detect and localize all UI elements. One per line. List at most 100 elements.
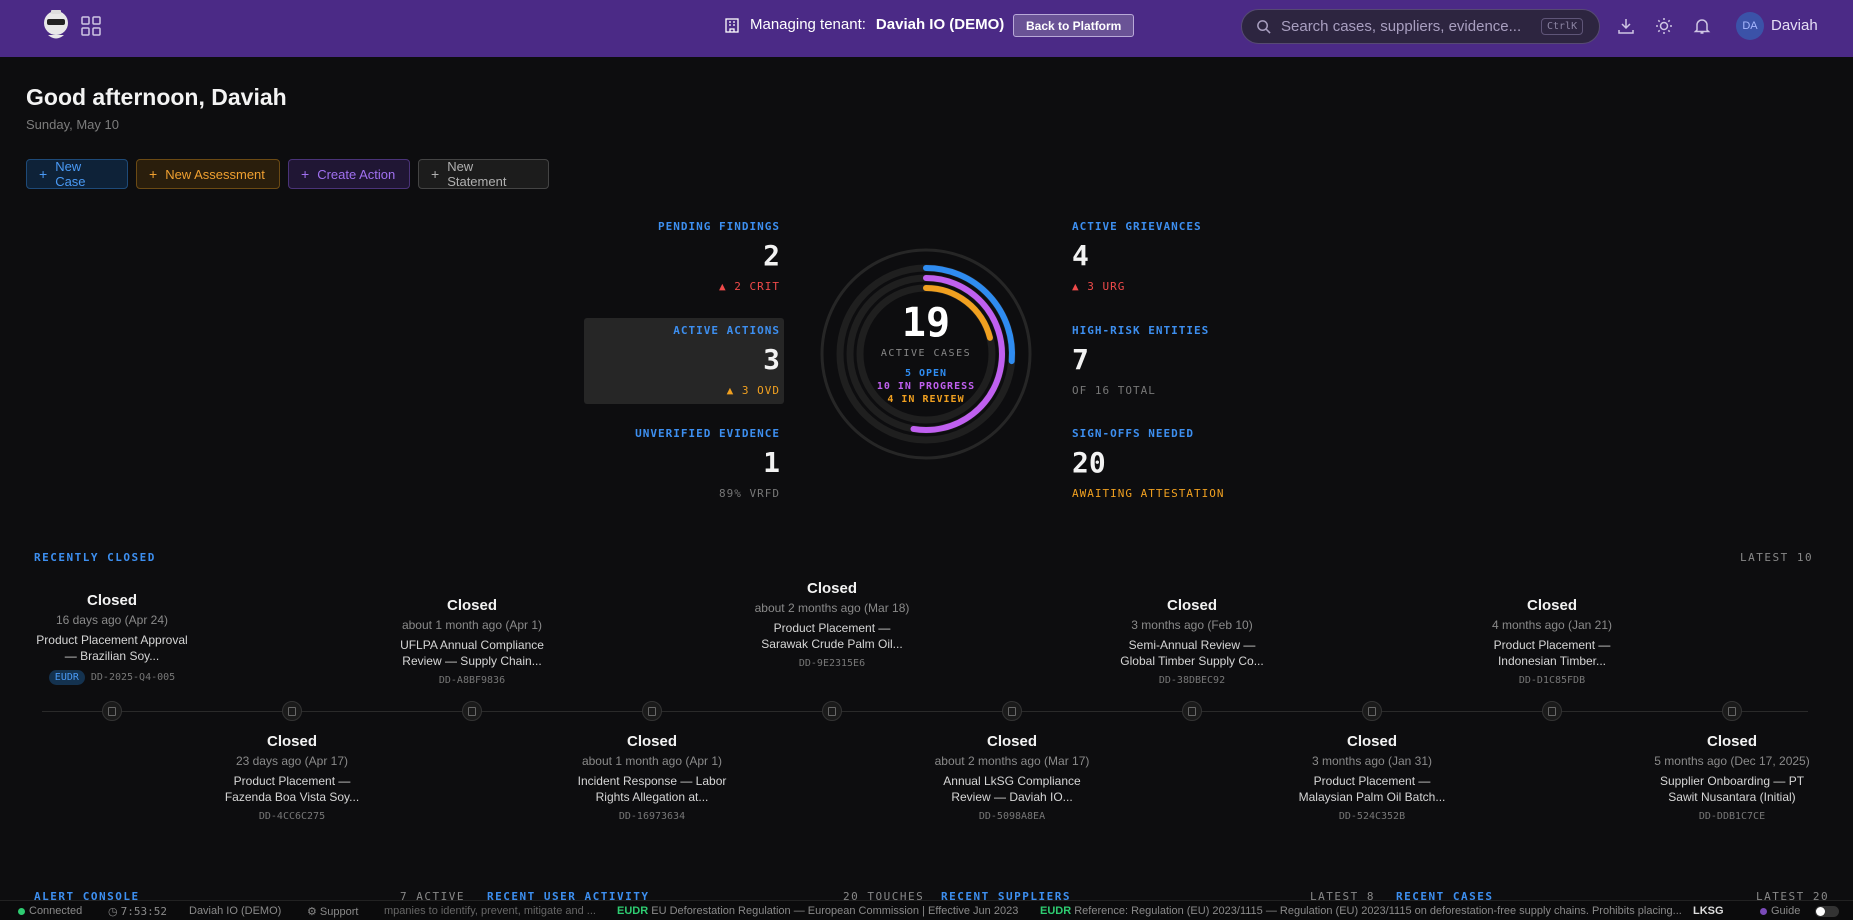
guide-switch[interactable] — [1815, 906, 1839, 917]
timeline-document-icon[interactable] — [1182, 701, 1202, 721]
new-assessment-button[interactable]: + New Assessment — [136, 159, 280, 189]
case-status: Closed — [1706, 733, 1757, 750]
recent-suppliers-title: RECENT SUPPLIERS — [941, 890, 1071, 903]
support-link[interactable]: ⚙ Support — [307, 906, 359, 918]
case-closed-ago: about 1 month ago (Apr 1) — [401, 618, 543, 632]
pending-findings-stat[interactable]: PENDING FINDINGS 2 ▲ 2 CRIT — [560, 220, 780, 293]
case-title: UFLPA Annual Compliance Review — Supply … — [400, 638, 544, 668]
in-review-count: 4 IN REVIEW — [887, 394, 965, 405]
stat-value: 20 — [1072, 446, 1106, 479]
guide-toggle[interactable]: Guide — [1760, 905, 1800, 917]
active-cases-summary: 19 ACTIVE CASES 5 OPEN 10 IN PROGRESS 4 … — [826, 300, 1026, 406]
recent-user-activity-count: 20 TOUCHES — [843, 890, 925, 903]
timeline-document-icon[interactable] — [1542, 701, 1562, 721]
case-status: Closed — [1166, 597, 1217, 614]
case-status: Closed — [86, 592, 137, 609]
active-cases-ring — [820, 248, 1032, 460]
case-id: DD-DDB1C7CE — [1698, 811, 1766, 822]
theme-toggle-icon[interactable] — [1655, 17, 1673, 35]
closed-case-card[interactable]: Closed about 2 months ago (Mar 17) Annual … — [932, 733, 1092, 822]
unverified-evidence-stat[interactable]: UNVERIFIED EVIDENCE 1 89% VRFD — [560, 427, 780, 500]
case-id: DD-D1C85FDB — [1518, 675, 1586, 686]
case-id: DD-16973634 — [618, 811, 686, 822]
plus-icon: + — [301, 166, 310, 182]
new-statement-button[interactable]: + New Statement — [418, 159, 549, 189]
current-date: Sunday, May 10 — [26, 117, 119, 132]
in-progress-count: 10 IN PROGRESS — [876, 381, 976, 392]
stat-label: ACTIVE ACTIONS — [673, 324, 780, 337]
open-count: 5 OPEN — [904, 368, 948, 379]
timeline-document-icon[interactable] — [1362, 701, 1382, 721]
case-title: Annual LkSG Compliance Review — Daviah I… — [943, 774, 1081, 804]
case-title: Product Placement — Indonesian Timber... — [1493, 638, 1611, 668]
download-icon[interactable] — [1617, 17, 1635, 35]
case-closed-ago: 3 months ago (Feb 10) — [1131, 618, 1253, 632]
closed-case-card[interactable]: Closed about 1 month ago (Apr 1) Incident … — [572, 733, 732, 822]
case-closed-ago: about 2 months ago (Mar 18) — [754, 601, 910, 615]
stat-label: SIGN-OFFS NEEDED — [1072, 427, 1194, 440]
user-name[interactable]: Daviah — [1771, 17, 1818, 34]
stat-value: 2 — [763, 239, 780, 272]
bell-icon[interactable] — [1693, 17, 1711, 35]
case-title: Product Placement — Sarawak Crude Palm O… — [761, 621, 903, 651]
stat-value: 7 — [1072, 343, 1089, 376]
high-risk-entities-stat[interactable]: HIGH-RISK ENTITIES 7 OF 16 TOTAL — [1072, 324, 1292, 397]
footer-tenant: Daviah IO (DEMO) — [189, 905, 282, 917]
closed-case-card[interactable]: Closed 4 months ago (Jan 21) Product Place… — [1472, 597, 1632, 686]
stat-label: UNVERIFIED EVIDENCE — [635, 427, 780, 440]
timeline-document-icon[interactable] — [1722, 701, 1742, 721]
app-logo[interactable] — [42, 8, 70, 42]
timeline-document-icon[interactable] — [282, 701, 302, 721]
search-icon — [1257, 20, 1271, 34]
greeting-title: Good afternoon, Daviah — [26, 84, 287, 110]
active-grievances-stat[interactable]: ACTIVE GRIEVANCES 4 ▲ 3 URG — [1072, 220, 1292, 293]
closed-case-card[interactable]: Closed 16 days ago (Apr 24) Product Placem… — [32, 592, 192, 685]
timeline-document-icon[interactable] — [642, 701, 662, 721]
timeline-line — [42, 711, 1808, 712]
user-avatar[interactable]: DA — [1736, 12, 1764, 40]
case-status: Closed — [626, 733, 677, 750]
global-search[interactable]: CtrlK — [1241, 9, 1600, 44]
case-title: Product Placement Approval — Brazilian S… — [36, 633, 188, 663]
stat-sub: ▲ 3 URG — [1072, 280, 1126, 293]
closed-case-card[interactable]: Closed 3 months ago (Jan 31) Product Place… — [1292, 733, 1452, 822]
search-input[interactable] — [1281, 18, 1531, 35]
stat-value: 4 — [1072, 239, 1089, 272]
new-case-button[interactable]: + New Case — [26, 159, 128, 189]
case-title: Product Placement — Malaysian Palm Oil B… — [1298, 774, 1446, 804]
timeline-document-icon[interactable] — [102, 701, 122, 721]
closed-case-card[interactable]: Closed 3 months ago (Feb 10) Semi-Annual R… — [1112, 597, 1272, 686]
case-title: Incident Response — Labor Rights Allegat… — [577, 774, 727, 804]
closed-case-card[interactable]: Closed 23 days ago (Apr 17) Product Placem… — [212, 733, 372, 822]
create-action-button[interactable]: + Create Action — [288, 159, 410, 189]
in-progress-arc — [910, 275, 1005, 433]
back-to-platform-button[interactable]: Back to Platform — [1013, 14, 1135, 37]
case-id: DD-524C352B — [1338, 811, 1406, 822]
timeline-document-icon[interactable] — [462, 701, 482, 721]
active-actions-stat[interactable]: ACTIVE ACTIONS 3 ▲ 3 OVD — [560, 324, 780, 397]
closed-case-card[interactable]: Closed about 1 month ago (Apr 1) UFLPA Ann… — [392, 597, 552, 686]
active-actions-highlight — [584, 318, 784, 404]
case-status: Closed — [986, 733, 1037, 750]
timeline-document-icon[interactable] — [1002, 701, 1022, 721]
active-cases-caption: ACTIVE CASES — [880, 348, 972, 359]
guide-dot-icon — [1760, 907, 1767, 915]
switch-knob — [1816, 907, 1825, 916]
plus-icon: + — [39, 166, 48, 182]
stat-value: 3 — [763, 343, 780, 376]
apps-grid-icon[interactable] — [81, 16, 101, 36]
case-id: DD-5098A8EA — [978, 811, 1046, 822]
closed-case-card[interactable]: Closed 5 months ago (Dec 17, 2025) Supplie… — [1652, 733, 1812, 822]
connection-status: Connected — [18, 905, 82, 917]
signoffs-needed-stat[interactable]: SIGN-OFFS NEEDED 20 AWAITING ATTESTATION — [1072, 427, 1292, 500]
case-id: DD-A8BF9836 — [438, 675, 506, 686]
timeline-document-icon[interactable] — [822, 701, 842, 721]
closed-case-card[interactable]: Closed about 2 months ago (Mar 18) Product… — [752, 580, 912, 669]
clock-icon: ◷ — [108, 906, 121, 918]
case-id: DD-4CC6C275 — [258, 811, 326, 822]
ticker-item: EUDR EU Deforestation Regulation — Europ… — [617, 905, 1019, 917]
case-closed-ago: 5 months ago (Dec 17, 2025) — [1654, 754, 1810, 768]
tenant-indicator: Managing tenant: Daviah IO (DEMO) — [724, 16, 1004, 33]
stat-sub: OF 16 TOTAL — [1072, 384, 1156, 397]
case-status: Closed — [1526, 597, 1577, 614]
